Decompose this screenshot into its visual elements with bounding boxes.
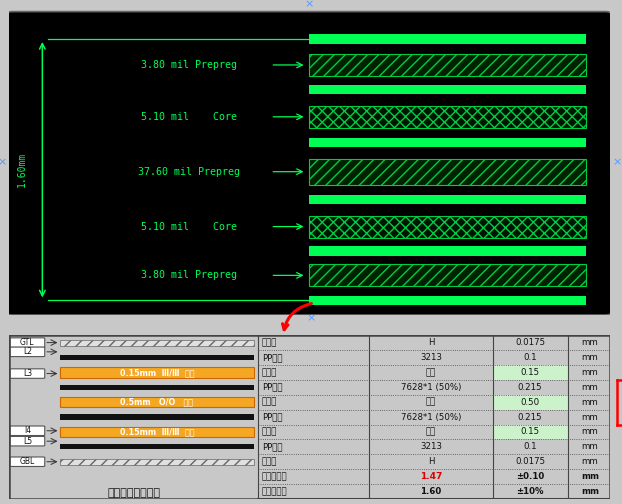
Text: H: H	[428, 338, 434, 347]
Text: 含鑰: 含鑰	[426, 427, 436, 436]
Text: PP膠：: PP膠：	[262, 443, 282, 452]
Text: H: H	[428, 457, 434, 466]
Text: 0.0175: 0.0175	[515, 338, 545, 347]
FancyBboxPatch shape	[10, 426, 45, 435]
Text: 含鑰: 含鑰	[426, 368, 436, 377]
Bar	[493, 424, 567, 439]
Text: 0.1: 0.1	[523, 443, 537, 452]
Bar	[60, 367, 254, 377]
Text: mm: mm	[582, 338, 598, 347]
Text: 1.47: 1.47	[420, 472, 442, 481]
Bar	[309, 54, 585, 76]
Text: ×: ×	[612, 158, 621, 167]
Text: ×: ×	[0, 158, 7, 167]
Text: 成品板厚：: 成品板厚：	[262, 487, 287, 496]
Text: 1.60: 1.60	[420, 487, 442, 496]
Text: mm: mm	[582, 398, 598, 407]
Bar	[60, 459, 254, 465]
Text: 0.15: 0.15	[521, 368, 540, 377]
Text: 八层板压合结构图: 八层板压合结构图	[108, 488, 160, 498]
Bar	[309, 216, 585, 237]
Bar	[309, 34, 585, 44]
Text: 7628*1 (50%): 7628*1 (50%)	[401, 383, 461, 392]
Text: 0.0175: 0.0175	[515, 457, 545, 466]
Bar	[60, 355, 254, 360]
Text: 壓合厚度：: 壓合厚度：	[262, 472, 287, 481]
Bar	[309, 195, 585, 204]
Text: mm: mm	[582, 457, 598, 466]
Text: 37.60 mil Prepreg: 37.60 mil Prepreg	[139, 167, 240, 177]
Bar	[309, 106, 585, 128]
Text: 3.80 mil Prepreg: 3.80 mil Prepreg	[141, 60, 238, 70]
Text: PP膠：: PP膠：	[262, 413, 282, 421]
FancyBboxPatch shape	[10, 436, 45, 446]
FancyBboxPatch shape	[10, 338, 45, 347]
Text: 0.215: 0.215	[518, 383, 542, 392]
Text: 光板: 光板	[426, 398, 436, 407]
Bar	[309, 246, 585, 256]
Text: 0.5mm   O/O   光板: 0.5mm O/O 光板	[121, 398, 193, 407]
Text: L2: L2	[23, 347, 32, 356]
Bar	[60, 444, 254, 450]
Bar	[493, 395, 567, 410]
Text: ±0.10: ±0.10	[516, 472, 544, 481]
Text: mm: mm	[582, 368, 598, 377]
Text: 鑰厚：: 鑰厚：	[262, 457, 277, 466]
Bar	[60, 427, 254, 437]
Text: 芯板：: 芯板：	[262, 368, 277, 377]
Text: 0.15mm  Ⅲ/Ⅲ  含鑰: 0.15mm Ⅲ/Ⅲ 含鑰	[120, 368, 194, 377]
Text: mm: mm	[582, 353, 598, 362]
Bar	[309, 85, 585, 94]
Text: 0.15mm  Ⅲ/Ⅲ  含鑰: 0.15mm Ⅲ/Ⅲ 含鑰	[120, 427, 194, 436]
Bar	[60, 340, 254, 346]
Text: ×: ×	[305, 0, 314, 9]
Text: 5.10 mil    Core: 5.10 mil Core	[141, 112, 238, 122]
Bar	[309, 159, 585, 184]
FancyBboxPatch shape	[6, 12, 611, 315]
Text: 芯板：: 芯板：	[262, 398, 277, 407]
Text: ±10%: ±10%	[516, 487, 544, 496]
Text: GTL: GTL	[20, 338, 35, 347]
Text: 3.80 mil Prepreg: 3.80 mil Prepreg	[141, 270, 238, 280]
Bar	[309, 296, 585, 305]
Text: 0.15: 0.15	[521, 427, 540, 436]
Text: mm: mm	[582, 383, 598, 392]
Text: 0.50: 0.50	[521, 398, 540, 407]
Bar	[309, 265, 585, 286]
FancyBboxPatch shape	[10, 369, 45, 379]
Bar	[493, 365, 567, 380]
Text: L5: L5	[23, 436, 32, 446]
Text: 0.1: 0.1	[523, 353, 537, 362]
Text: mm: mm	[581, 487, 599, 496]
Text: L3: L3	[23, 369, 32, 378]
Text: GBL: GBL	[20, 457, 35, 466]
Text: mm: mm	[582, 413, 598, 421]
Text: mm: mm	[582, 427, 598, 436]
Bar	[60, 414, 254, 420]
Text: 芯板：: 芯板：	[262, 427, 277, 436]
Text: 1.60mm: 1.60mm	[17, 152, 27, 187]
Bar	[309, 138, 585, 147]
FancyBboxPatch shape	[10, 347, 45, 357]
Text: 0.215: 0.215	[518, 413, 542, 421]
Text: 5.10 mil    Core: 5.10 mil Core	[141, 222, 238, 231]
Text: 3213: 3213	[420, 353, 442, 362]
Text: PP膠：: PP膠：	[262, 383, 282, 392]
FancyBboxPatch shape	[10, 457, 45, 467]
Bar	[60, 397, 254, 407]
Text: mm: mm	[581, 472, 599, 481]
Text: 鑰厚：: 鑰厚：	[262, 338, 277, 347]
Text: l4: l4	[24, 426, 31, 435]
Text: ×: ×	[306, 314, 316, 324]
Text: 3213: 3213	[420, 443, 442, 452]
Text: 7628*1 (50%): 7628*1 (50%)	[401, 413, 461, 421]
Text: mm: mm	[582, 443, 598, 452]
Text: PP膠：: PP膠：	[262, 353, 282, 362]
Bar	[60, 385, 254, 390]
